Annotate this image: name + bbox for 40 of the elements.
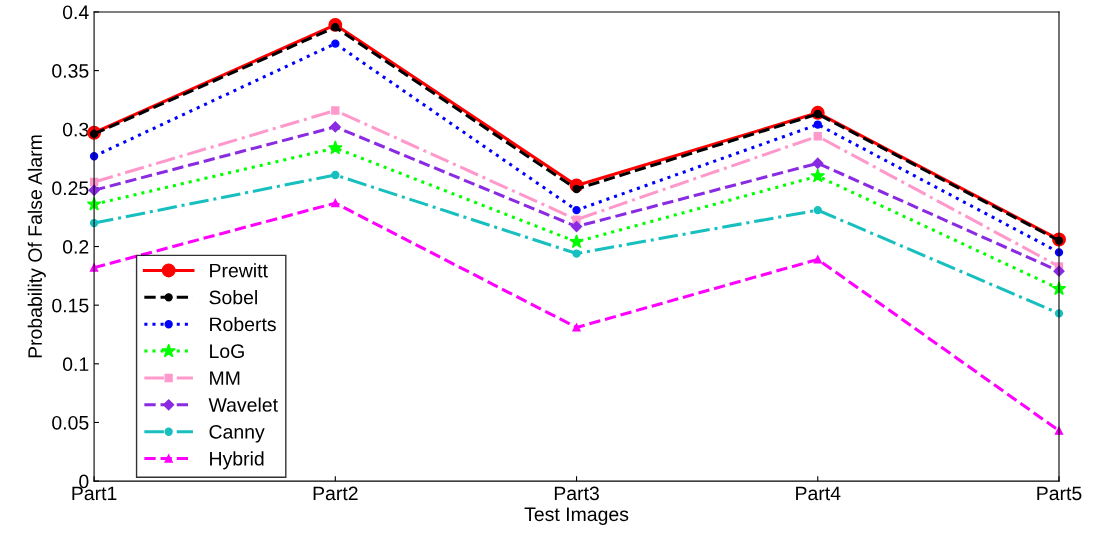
point <box>813 120 822 129</box>
point <box>813 132 822 141</box>
legend-label: Wavelet <box>208 397 278 412</box>
point <box>331 39 340 48</box>
point <box>331 170 340 180</box>
point <box>570 220 583 233</box>
y-tick-label: 0.1 <box>62 357 89 372</box>
y-tick-label: 0.15 <box>52 298 89 313</box>
y-tick-label: 0.05 <box>52 415 89 430</box>
legend-label: LoG <box>210 344 244 359</box>
point <box>813 255 822 264</box>
point <box>572 215 581 224</box>
x-tick-label: Part4 <box>796 486 841 501</box>
legend-label: Prewitt <box>210 263 268 278</box>
y-tick-label: 0.4 <box>62 5 89 20</box>
point <box>331 106 340 115</box>
point <box>329 121 341 133</box>
legend-label: Roberts <box>210 316 276 332</box>
y-tick-label: 0.2 <box>62 239 89 254</box>
point <box>810 168 826 183</box>
point <box>331 198 340 208</box>
legend-label: Hybrid <box>210 451 264 470</box>
x-tick-label: Part2 <box>313 486 358 501</box>
legend-label: MM <box>210 371 240 385</box>
legend-label: Canny <box>209 424 265 443</box>
point <box>328 140 343 155</box>
x-tick-label: Part3 <box>554 486 599 501</box>
point <box>812 157 824 169</box>
point <box>569 234 584 249</box>
y-tick-label: 0.25 <box>52 181 89 196</box>
x-tick-label: Part5 <box>1037 486 1082 501</box>
point <box>572 249 581 258</box>
y-tick-label: 0.35 <box>52 64 89 78</box>
y-axis-title: Probability Of False Alarm <box>27 135 46 358</box>
point <box>572 323 581 332</box>
point <box>813 205 822 215</box>
legend-label: Sobel <box>209 290 257 305</box>
y-tick-label: 0.3 <box>62 122 89 137</box>
point <box>572 205 581 215</box>
x-axis-title: Test Images <box>524 507 629 525</box>
